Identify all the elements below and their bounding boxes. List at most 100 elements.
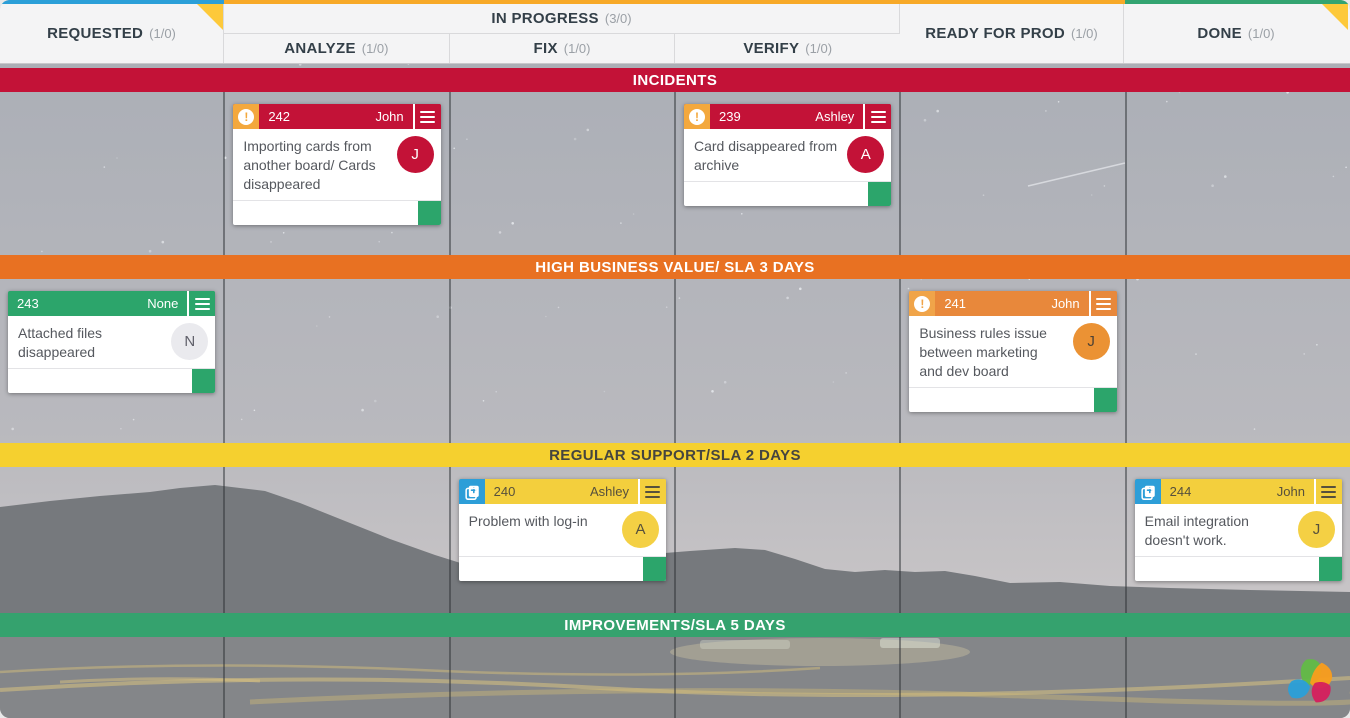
card-title: Business rules issue between marketing a…: [919, 325, 1047, 379]
card-id: 240: [493, 484, 516, 499]
card-menu-button[interactable]: [1313, 479, 1342, 504]
priority-flag: [417, 201, 441, 225]
assignee-avatar: A: [621, 511, 659, 548]
assignee-avatar: N: [171, 323, 209, 360]
column-label: VERIFY: [743, 40, 800, 57]
card-footer: [1134, 556, 1342, 581]
swimlane-body-high-value: 243 None Attached files disappeared N: [0, 279, 1350, 443]
cell-analyze: 242 John Importing cards from another bo…: [225, 92, 451, 255]
cell-done: 244 John Email integration doesn't work.…: [1127, 467, 1350, 613]
kanban-card[interactable]: 244 John Email integration doesn't work.…: [1134, 479, 1342, 581]
card-menu-button[interactable]: [187, 291, 216, 316]
swimlane-header-regular-support[interactable]: REGULAR SUPPORT/SLA 2 DAYS: [0, 443, 1350, 467]
column-analyze[interactable]: ANALYZE (1/0): [224, 34, 450, 63]
swimlane-header-improvements[interactable]: IMPROVEMENTS/SLA 5 DAYS: [0, 613, 1350, 637]
cell-analyze: [225, 467, 451, 613]
kanbanize-logo: [1288, 659, 1333, 703]
card-assignee: None: [147, 296, 179, 311]
cell-requested: [0, 637, 226, 718]
assignee-avatar: A: [847, 136, 885, 173]
card-menu-button[interactable]: [412, 104, 441, 129]
card-menu-button[interactable]: [1088, 291, 1117, 316]
column-done[interactable]: DONE (1/0): [1124, 4, 1348, 63]
cell-ready-for-prod: [901, 92, 1127, 255]
priority-flag: [642, 557, 666, 581]
column-count: (3/0): [604, 11, 632, 26]
kanban-card[interactable]: 239 Ashley Card disappeared from archive…: [683, 104, 892, 206]
subcolumn-row: ANALYZE (1/0) FIX (1/0) VERIFY (1/0): [224, 34, 901, 63]
swimlane-body-improvements: [0, 637, 1350, 718]
kanban-card[interactable]: 242 John Importing cards from another bo…: [233, 104, 441, 225]
cell-fix: [451, 637, 676, 718]
cell-fix: [451, 92, 676, 255]
priority-flag: [1093, 388, 1117, 412]
swimlane-label: IMPROVEMENTS/SLA 5 DAYS: [564, 616, 786, 634]
column-label: REQUESTED: [47, 25, 144, 42]
swimlane-header-incidents[interactable]: INCIDENTS: [0, 68, 1350, 92]
column-count: (1/0): [1071, 26, 1098, 41]
board-top-strip: [0, 0, 1350, 4]
card-footer: [458, 556, 666, 581]
add-card-icon: [458, 479, 485, 504]
column-ready-for-prod[interactable]: READY FOR PROD (1/0): [900, 4, 1124, 63]
cell-requested: [0, 467, 226, 613]
column-label: READY FOR PROD: [925, 25, 1066, 42]
strip-in-progress: [224, 0, 1125, 4]
card-title: Importing cards from another board/ Card…: [243, 138, 376, 192]
column-fix[interactable]: FIX (1/0): [449, 34, 676, 63]
cell-requested: [0, 92, 226, 255]
column-label: IN PROGRESS: [491, 10, 599, 27]
cell-ready-for-prod: [901, 467, 1127, 613]
corner-fold-icon: [197, 4, 223, 30]
card-id: 239: [718, 109, 741, 124]
cell-analyze: [225, 637, 451, 718]
column-header-row: REQUESTED (1/0) IN PROGRESS (3/0) ANALYZ…: [0, 4, 1350, 64]
cell-verify: [676, 467, 902, 613]
card-assignee: John: [1051, 296, 1080, 311]
swimlane-header-high-value[interactable]: HIGH BUSINESS VALUE/ SLA 3 DAYS: [0, 255, 1350, 279]
card-footer: [683, 181, 892, 206]
cell-requested: 243 None Attached files disappeared N: [0, 279, 226, 443]
cell-ready-for-prod: 241 John Business rules issue between ma…: [901, 279, 1127, 443]
card-body: Card disappeared from archive A: [683, 129, 892, 181]
column-count: (1/0): [1247, 26, 1275, 41]
card-menu-button[interactable]: [863, 104, 892, 129]
card-footer: [233, 200, 441, 225]
cell-analyze: [225, 279, 451, 443]
card-assignee: John: [1276, 484, 1305, 499]
cell-ready-for-prod: [901, 637, 1127, 718]
swimlane-label: INCIDENTS: [632, 71, 718, 89]
column-label: DONE: [1197, 25, 1242, 42]
priority-flag: [1318, 557, 1342, 581]
swimlane-body-regular-support: 240 Ashley Problem with log-in A: [0, 467, 1350, 613]
card-id: 241: [944, 296, 967, 311]
cell-fix: [451, 279, 676, 443]
card-assignee: Ashley: [815, 109, 855, 124]
card-header: 240 Ashley: [458, 479, 666, 504]
exclamation-icon: [233, 104, 260, 129]
card-title: Problem with log-in: [468, 513, 588, 529]
column-requested[interactable]: REQUESTED (1/0): [0, 4, 224, 63]
priority-flag: [868, 182, 892, 206]
card-footer: [909, 387, 1117, 412]
column-in-progress[interactable]: IN PROGRESS (3/0): [224, 4, 900, 34]
column-verify[interactable]: VERIFY (1/0): [675, 34, 901, 63]
column-count: (1/0): [805, 41, 833, 56]
kanban-card[interactable]: 243 None Attached files disappeared N: [8, 291, 216, 393]
column-count: (1/0): [149, 26, 176, 41]
column-label: ANALYZE: [284, 40, 356, 57]
column-label: FIX: [533, 40, 558, 57]
kanban-card[interactable]: 241 John Business rules issue between ma…: [909, 291, 1117, 412]
card-id: 244: [1169, 484, 1192, 499]
card-header: 244 John: [1134, 479, 1342, 504]
card-menu-button[interactable]: [637, 479, 666, 504]
card-header: 241 John: [909, 291, 1117, 316]
kanban-card[interactable]: 240 Ashley Problem with log-in A: [458, 479, 666, 581]
card-footer: [8, 368, 216, 393]
swimlane-label: REGULAR SUPPORT/SLA 2 DAYS: [549, 446, 801, 464]
card-id: 243: [17, 296, 39, 311]
card-title: Email integration doesn't work.: [1144, 513, 1249, 548]
card-assignee: John: [375, 109, 404, 124]
cell-verify: 239 Ashley Card disappeared from archive…: [676, 92, 902, 255]
cell-done: [1127, 279, 1350, 443]
